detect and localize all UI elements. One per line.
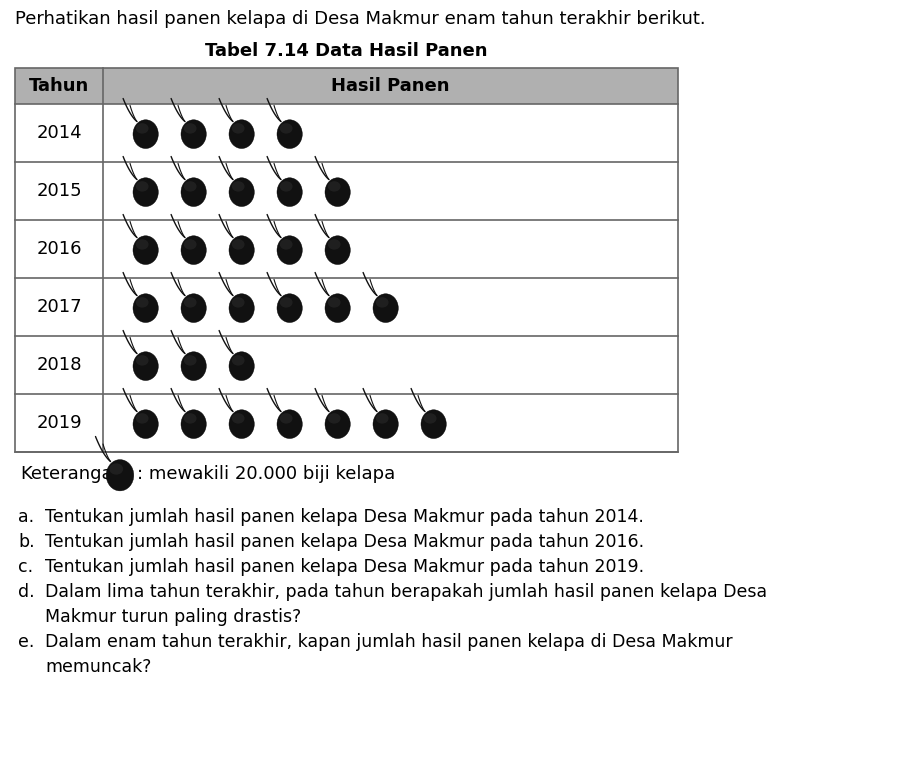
Ellipse shape bbox=[229, 120, 254, 148]
Ellipse shape bbox=[133, 235, 159, 265]
Text: Tentukan jumlah hasil panen kelapa Desa Makmur pada tahun 2014.: Tentukan jumlah hasil panen kelapa Desa … bbox=[45, 508, 643, 526]
Text: 2017: 2017 bbox=[36, 298, 82, 316]
Ellipse shape bbox=[133, 352, 159, 381]
Ellipse shape bbox=[231, 181, 244, 191]
Text: Tabel 7.14 Data Hasil Panen: Tabel 7.14 Data Hasil Panen bbox=[205, 42, 487, 60]
Ellipse shape bbox=[324, 178, 350, 207]
Text: 2015: 2015 bbox=[36, 182, 82, 200]
Ellipse shape bbox=[231, 355, 244, 366]
Text: Tentukan jumlah hasil panen kelapa Desa Makmur pada tahun 2016.: Tentukan jumlah hasil panen kelapa Desa … bbox=[45, 533, 643, 551]
Ellipse shape bbox=[133, 410, 159, 438]
Text: a.: a. bbox=[18, 508, 34, 526]
Text: d.: d. bbox=[18, 583, 35, 601]
Ellipse shape bbox=[184, 297, 196, 307]
Ellipse shape bbox=[231, 124, 244, 134]
Ellipse shape bbox=[229, 294, 254, 323]
Ellipse shape bbox=[280, 124, 292, 134]
Ellipse shape bbox=[324, 410, 350, 438]
Text: Perhatikan hasil panen kelapa di Desa Makmur enam tahun terakhir berikut.: Perhatikan hasil panen kelapa di Desa Ma… bbox=[15, 10, 705, 28]
Ellipse shape bbox=[231, 239, 244, 249]
Text: Dalam lima tahun terakhir, pada tahun berapakah jumlah hasil panen kelapa Desa: Dalam lima tahun terakhir, pada tahun be… bbox=[45, 583, 766, 601]
Ellipse shape bbox=[373, 294, 398, 323]
FancyBboxPatch shape bbox=[15, 220, 677, 278]
Ellipse shape bbox=[324, 235, 350, 265]
Ellipse shape bbox=[277, 235, 302, 265]
Ellipse shape bbox=[229, 410, 254, 438]
FancyBboxPatch shape bbox=[15, 336, 677, 394]
Text: Dalam enam tahun terakhir, kapan jumlah hasil panen kelapa di Desa Makmur: Dalam enam tahun terakhir, kapan jumlah … bbox=[45, 633, 732, 651]
Text: memuncak?: memuncak? bbox=[45, 658, 151, 676]
Ellipse shape bbox=[180, 235, 206, 265]
Ellipse shape bbox=[136, 297, 148, 307]
Ellipse shape bbox=[280, 239, 292, 249]
Ellipse shape bbox=[280, 297, 292, 307]
Ellipse shape bbox=[280, 181, 292, 191]
Text: 2019: 2019 bbox=[36, 414, 82, 432]
Ellipse shape bbox=[136, 239, 148, 249]
Text: 2016: 2016 bbox=[36, 240, 82, 258]
Text: Tahun: Tahun bbox=[29, 77, 89, 95]
Ellipse shape bbox=[231, 413, 244, 424]
Text: Tentukan jumlah hasil panen kelapa Desa Makmur pada tahun 2019.: Tentukan jumlah hasil panen kelapa Desa … bbox=[45, 558, 643, 576]
Ellipse shape bbox=[421, 410, 445, 438]
FancyBboxPatch shape bbox=[15, 394, 677, 452]
Ellipse shape bbox=[180, 120, 206, 148]
Ellipse shape bbox=[136, 413, 148, 424]
FancyBboxPatch shape bbox=[15, 278, 677, 336]
Bar bbox=[15, 68, 677, 452]
Ellipse shape bbox=[184, 181, 196, 191]
Text: Keterangan: Keterangan bbox=[20, 465, 124, 483]
Ellipse shape bbox=[136, 181, 148, 191]
Ellipse shape bbox=[184, 355, 196, 366]
Ellipse shape bbox=[375, 297, 388, 307]
Ellipse shape bbox=[133, 294, 159, 323]
Ellipse shape bbox=[328, 181, 340, 191]
Ellipse shape bbox=[280, 413, 292, 424]
Ellipse shape bbox=[107, 459, 134, 491]
Ellipse shape bbox=[180, 178, 206, 207]
Ellipse shape bbox=[373, 410, 398, 438]
Text: e.: e. bbox=[18, 633, 35, 651]
FancyBboxPatch shape bbox=[15, 162, 677, 220]
Ellipse shape bbox=[424, 413, 436, 424]
Ellipse shape bbox=[133, 120, 159, 148]
Ellipse shape bbox=[324, 294, 350, 323]
Ellipse shape bbox=[277, 294, 302, 323]
Text: c.: c. bbox=[18, 558, 33, 576]
Ellipse shape bbox=[184, 413, 196, 424]
Ellipse shape bbox=[133, 178, 159, 207]
Ellipse shape bbox=[109, 463, 123, 475]
Ellipse shape bbox=[180, 410, 206, 438]
Ellipse shape bbox=[229, 235, 254, 265]
FancyBboxPatch shape bbox=[15, 104, 677, 162]
Ellipse shape bbox=[180, 294, 206, 323]
Ellipse shape bbox=[229, 352, 254, 381]
Ellipse shape bbox=[229, 178, 254, 207]
Ellipse shape bbox=[136, 124, 148, 134]
Ellipse shape bbox=[328, 297, 340, 307]
Text: Makmur turun paling drastis?: Makmur turun paling drastis? bbox=[45, 608, 301, 626]
FancyBboxPatch shape bbox=[15, 68, 677, 104]
Text: Hasil Panen: Hasil Panen bbox=[331, 77, 449, 95]
Ellipse shape bbox=[180, 352, 206, 381]
Ellipse shape bbox=[277, 410, 302, 438]
Text: 2018: 2018 bbox=[36, 356, 82, 374]
Ellipse shape bbox=[184, 239, 196, 249]
Text: 2014: 2014 bbox=[36, 124, 82, 142]
Ellipse shape bbox=[231, 297, 244, 307]
Text: b.: b. bbox=[18, 533, 35, 551]
Ellipse shape bbox=[328, 413, 340, 424]
Ellipse shape bbox=[136, 355, 148, 366]
Ellipse shape bbox=[328, 239, 340, 249]
Text: : mewakili 20.000 biji kelapa: : mewakili 20.000 biji kelapa bbox=[137, 465, 394, 483]
Ellipse shape bbox=[277, 178, 302, 207]
Ellipse shape bbox=[375, 413, 388, 424]
Ellipse shape bbox=[184, 124, 196, 134]
Ellipse shape bbox=[277, 120, 302, 148]
